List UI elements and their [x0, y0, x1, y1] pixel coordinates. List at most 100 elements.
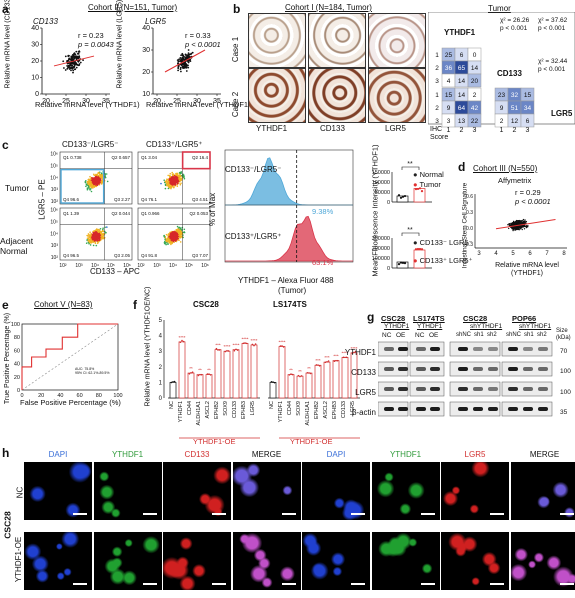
- mfi-top-dot-2: [414, 188, 418, 191]
- flow-event: [87, 186, 90, 188]
- flow-event: [166, 181, 169, 183]
- if-image-oe: [163, 532, 231, 590]
- mfi-bot-dot-2: [416, 247, 420, 251]
- y-tick-label: 20: [31, 58, 39, 65]
- flow-event: [171, 242, 173, 245]
- flow-event: [173, 183, 176, 186]
- mfi-bot-y-tick: 200000: [372, 246, 390, 252]
- f-y-tick: 1: [159, 380, 163, 386]
- flow-event: [173, 232, 176, 234]
- x-tick-label: 30: [82, 98, 90, 105]
- roc-auc: AUC: 75.8%: [75, 367, 95, 371]
- hist-ylabel: % of Max: [208, 192, 218, 227]
- f-dot: [242, 342, 245, 345]
- flow-event: [98, 175, 101, 178]
- ythdf1-lgr5-value: 2: [473, 92, 477, 99]
- mfi-bot-y-tick: 300000: [372, 236, 390, 242]
- blot-band: [398, 387, 408, 391]
- y-tick-label: 0.0: [466, 226, 473, 232]
- g-lane-nc-2: NC: [415, 332, 425, 339]
- if-image-oe: [232, 532, 301, 590]
- y-decade: 10⁵: [50, 220, 58, 226]
- flow-event: [176, 172, 179, 175]
- scatter-point: [514, 222, 517, 225]
- f-dot: [181, 339, 183, 342]
- if-image-nc: [302, 462, 370, 520]
- scatter-point: [178, 60, 180, 63]
- legend-normal: ● Normal: [413, 170, 444, 179]
- flow-event: [89, 184, 92, 186]
- flow-event: [176, 235, 179, 237]
- histogram-pos: [225, 215, 353, 262]
- scatter-point: [70, 69, 72, 72]
- col-score: 1: [500, 127, 504, 134]
- scatter-point: [512, 220, 515, 223]
- flow-event: [96, 242, 99, 245]
- flow-event: [177, 228, 179, 231]
- scale-bar: [351, 513, 365, 515]
- g-group2-title: LS174TS: [413, 314, 445, 323]
- blot-band: [430, 387, 440, 391]
- f-dot: [236, 349, 239, 351]
- scatter-point: [179, 68, 182, 71]
- flow-event: [172, 235, 174, 237]
- f-dot: [306, 371, 309, 374]
- b-col-lgr5: LGR5: [385, 124, 406, 133]
- x-tick-label: 4: [494, 251, 498, 257]
- panel-e-title: Cohort V (N=83): [34, 300, 93, 309]
- scatter-point: [70, 59, 73, 62]
- blot-strip: [449, 341, 501, 357]
- f-bar: [169, 382, 177, 399]
- flow-event: [169, 178, 172, 180]
- y-decade: 10³: [51, 187, 59, 193]
- col-score: 2: [513, 127, 517, 134]
- g-size-35: 35: [560, 409, 568, 416]
- if-channel-header: MERGE: [529, 450, 560, 459]
- flow-event: [170, 239, 173, 241]
- x-tick-label: 0: [20, 393, 23, 399]
- g-group2-sub: YTHDF1: [417, 323, 443, 330]
- scatter-point: [176, 59, 179, 61]
- mfi-top-y-tick: 100000: [372, 180, 390, 186]
- flow-event: [172, 239, 175, 241]
- flow-event: [180, 182, 182, 184]
- flow-event: [176, 178, 178, 181]
- scatter-point: [511, 223, 514, 225]
- flow-event: [183, 228, 186, 231]
- flow-event: [89, 175, 91, 178]
- mfi-bot-dot-1: [401, 261, 405, 264]
- g-lane-oe-1: OE: [396, 332, 406, 339]
- blot-strip: [409, 381, 445, 397]
- scatter-point: [522, 222, 525, 224]
- scatter-point: [66, 67, 69, 70]
- g-band-cd133: CD133: [351, 368, 376, 377]
- flow-event: [102, 227, 104, 229]
- flow-event: [93, 230, 96, 232]
- mfi-bot-sig-bracket: [401, 232, 420, 236]
- ythdf1-lgr5-value: 9: [447, 105, 451, 112]
- hist-label-pos: CD133⁺/LGR5⁺: [225, 232, 282, 241]
- flow-event: [94, 232, 96, 235]
- gate-header-neg: CD133⁻/LGR5⁻: [62, 140, 119, 149]
- g-lane-nc-1: NC: [382, 332, 392, 339]
- f-dot: [215, 347, 218, 350]
- blot-band: [538, 347, 548, 351]
- scatter-point: [519, 220, 521, 222]
- row-score: 3: [435, 78, 439, 85]
- flow-event: [175, 174, 177, 176]
- mfi-top-dot-2: [416, 187, 420, 191]
- d-p-value: p < 0.0001: [515, 197, 551, 206]
- f-category: EPHB2: [314, 401, 320, 419]
- flow-event: [181, 229, 183, 231]
- ythdf1-lgr5-value: 64: [458, 105, 466, 112]
- y-tick-label: 40: [142, 25, 150, 32]
- scatter-point: [520, 221, 522, 223]
- flow-event: [95, 175, 97, 178]
- col-score: 1: [447, 127, 451, 134]
- flow-event: [106, 180, 109, 183]
- y-decade: 10⁶: [50, 208, 58, 214]
- mfi-bot-dot-2: [418, 247, 422, 251]
- scatter-point: [509, 224, 511, 226]
- panel-letter-g: g: [367, 310, 375, 324]
- flow-event: [97, 233, 99, 235]
